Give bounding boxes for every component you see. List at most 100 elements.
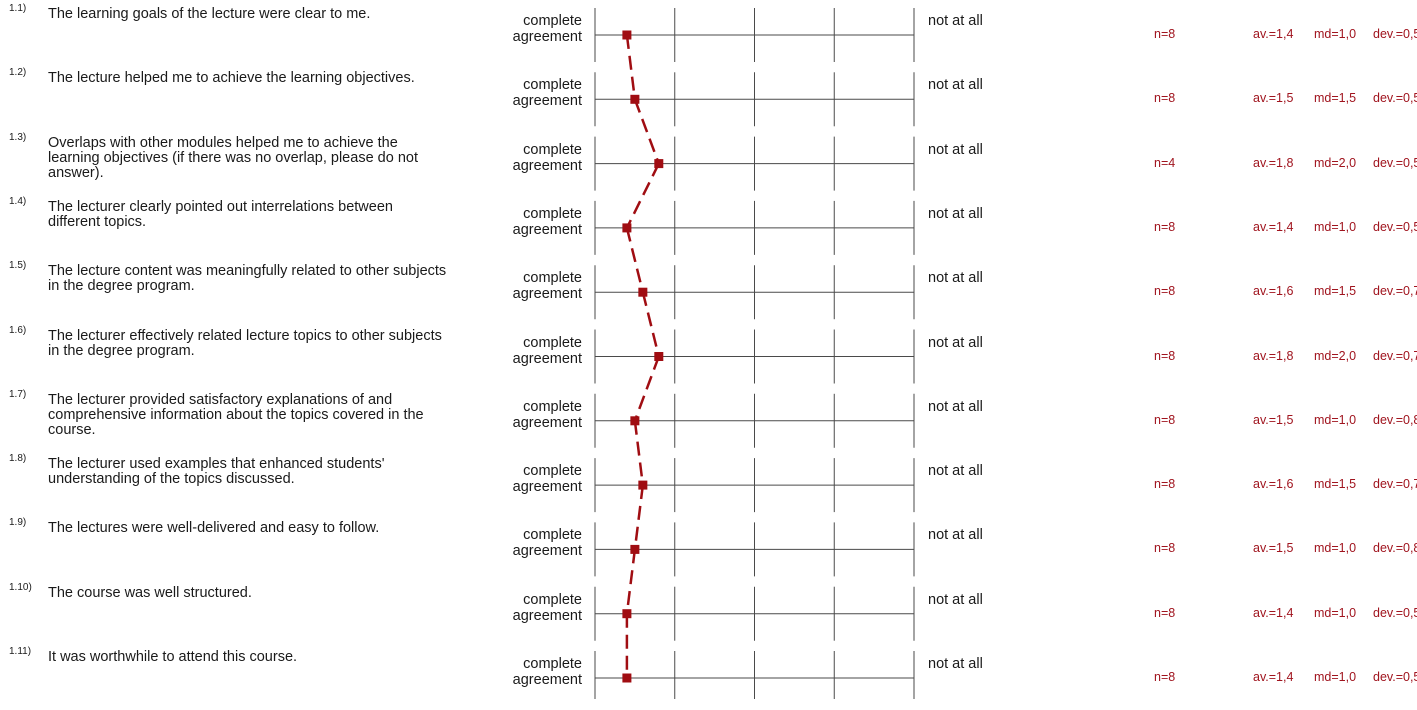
question-number: 1.11) <box>9 646 32 657</box>
question-number: 1.6) <box>9 324 27 336</box>
profile-line-segment <box>633 484 645 550</box>
scale-left-label: complete agreement <box>512 13 582 45</box>
scale-right-label: not at all <box>928 591 983 608</box>
scale-left-label: complete agreement <box>512 141 582 174</box>
stat-median: md=1,0 <box>1314 670 1357 684</box>
stat-median: md=1,0 <box>1314 412 1357 427</box>
stat-n: n=8 <box>1154 219 1176 234</box>
profile-line-segment <box>641 291 661 357</box>
scale-left-label: complete agreement <box>512 656 582 688</box>
question-text: The course was well structured. <box>48 584 252 601</box>
profile-line-segment <box>625 549 637 614</box>
question-row: 1.8) The lecturer used examples that enha… <box>0 453 1417 517</box>
question-row: 1.11) It was worthwhile to attend this co… <box>0 646 1417 710</box>
stat-average: av.=1,4 <box>1253 219 1294 234</box>
stat-n: n=8 <box>1154 412 1176 427</box>
stat-deviation: dev.=0,5 <box>1373 155 1417 170</box>
stat-n: n=8 <box>1154 91 1176 106</box>
stat-deviation: dev.=0,7 <box>1373 284 1417 299</box>
scale-left-label: complete agreement <box>512 334 582 367</box>
stat-average: av.=1,8 <box>1253 348 1294 363</box>
question-text: The lecturer clearly pointed out interre… <box>48 198 393 230</box>
stat-n: n=8 <box>1154 348 1176 363</box>
question-text: It was worthwhile to attend this course. <box>48 649 298 665</box>
stat-deviation: dev.=0,7 <box>1373 477 1417 492</box>
stat-median: md=1,5 <box>1314 477 1357 492</box>
stat-median: md=1,0 <box>1314 605 1357 620</box>
question-number: 1.2) <box>9 67 27 79</box>
stat-n: n=4 <box>1154 155 1176 170</box>
scale-right-label: not at all <box>928 398 983 415</box>
question-text: The lectures were well-delivered and eas… <box>48 520 380 537</box>
stat-median: md=2,0 <box>1314 348 1357 363</box>
stat-deviation: dev.=0,5 <box>1373 670 1417 684</box>
profile-marker <box>622 30 632 40</box>
profile-line-segment <box>633 420 645 486</box>
question-text: The lecturer provided satisfactory expla… <box>48 391 424 438</box>
profile-marker <box>654 159 664 169</box>
stat-n: n=8 <box>1154 477 1176 492</box>
stat-n: n=8 <box>1154 284 1176 299</box>
question-text: The lecture helped me to achieve the lea… <box>48 70 415 87</box>
stat-median: md=1,0 <box>1314 27 1357 41</box>
scale-right-label: not at all <box>928 141 983 158</box>
scale-left-label: complete agreement <box>512 591 582 624</box>
question-number: 1.1) <box>9 3 27 14</box>
stat-median: md=1,5 <box>1314 284 1357 299</box>
profile-marker <box>630 94 640 104</box>
scale-right-label: not at all <box>928 334 983 351</box>
question-row: 1.2) The lecture helped me to achieve the… <box>0 67 1417 131</box>
scale-right-label: not at all <box>928 656 983 672</box>
question-row: 1.4) The lecturer clearly pointed out int… <box>0 196 1417 260</box>
scale-right-label: not at all <box>928 463 983 480</box>
stat-n: n=8 <box>1154 605 1176 620</box>
question-row: 1.1) The learning goals of the lecture we… <box>0 3 1417 67</box>
question-number: 1.4) <box>9 195 27 207</box>
stat-deviation: dev.=0,8 <box>1373 412 1417 427</box>
profile-marker <box>622 609 632 619</box>
scale-left-label: complete agreement <box>512 527 582 560</box>
scale-left-label: complete agreement <box>512 205 582 238</box>
scale-right-label: not at all <box>928 270 983 287</box>
stat-deviation: dev.=0,5 <box>1373 219 1417 234</box>
profile-marker <box>622 223 632 233</box>
stat-median: md=2,0 <box>1314 155 1357 170</box>
profile-marker <box>638 480 648 490</box>
scale-right-label: not at all <box>928 527 983 544</box>
stat-n: n=8 <box>1154 27 1176 41</box>
question-text: The lecturer effectively related lecture… <box>48 327 442 359</box>
stat-average: av.=1,6 <box>1253 477 1294 492</box>
profile-marker <box>630 416 640 426</box>
question-text: Overlaps with other modules helped me to… <box>48 134 418 181</box>
question-text: The lecture content was meaningfully rel… <box>48 263 447 295</box>
profile-line-segment <box>625 34 637 100</box>
scale-right-label: not at all <box>928 77 983 94</box>
profile-marker <box>654 352 664 361</box>
profile-line-segment <box>633 98 660 165</box>
question-number: 1.5) <box>9 260 27 272</box>
stat-average: av.=1,5 <box>1253 412 1294 427</box>
scale-left-label: complete agreement <box>512 270 582 303</box>
scale-right-label: not at all <box>928 205 983 222</box>
question-row: 1.7) The lecturer provided satisfactory e… <box>0 389 1417 453</box>
stat-average: av.=1,4 <box>1253 670 1294 684</box>
profile-marker <box>638 287 648 297</box>
question-number: 1.9) <box>9 517 27 529</box>
stat-average: av.=1,4 <box>1253 27 1294 41</box>
stat-median: md=1,0 <box>1314 541 1357 556</box>
stat-average: av.=1,5 <box>1253 541 1294 556</box>
scale-left-label: complete agreement <box>512 398 582 431</box>
profile-line-segment <box>625 227 645 293</box>
scale-left-label: complete agreement <box>512 463 582 496</box>
stat-n: n=8 <box>1154 541 1176 556</box>
profile-marker <box>630 544 640 554</box>
profile-marker <box>622 673 632 683</box>
stat-deviation: dev.=0,7 <box>1373 348 1417 363</box>
profile-line-segment <box>625 163 660 229</box>
question-number: 1.8) <box>9 453 27 465</box>
stat-average: av.=1,6 <box>1253 284 1294 299</box>
scale-left-label: complete agreement <box>512 77 582 110</box>
scale-right-label: not at all <box>928 13 983 29</box>
